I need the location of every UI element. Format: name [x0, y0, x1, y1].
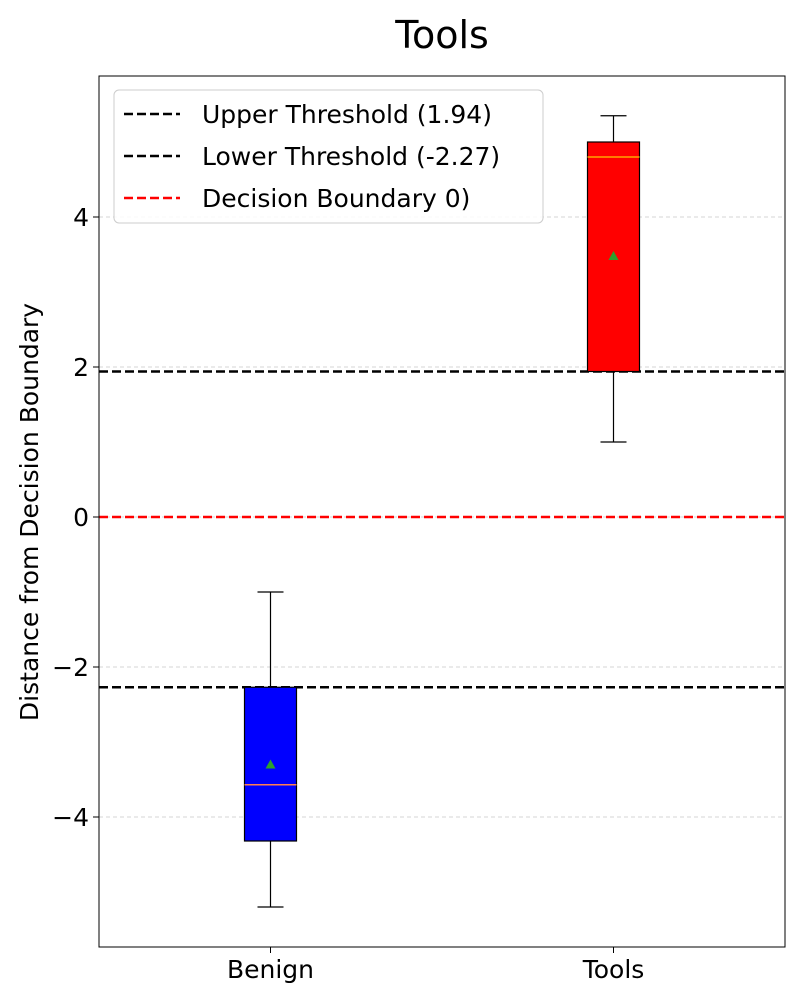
y-tick-label-1: −2 [52, 653, 89, 682]
box-tools [586, 115, 641, 443]
legend: Upper Threshold (1.94) Lower Threshold (-… [113, 89, 544, 224]
legend-label-2: Decision Boundary 0) [202, 184, 470, 213]
reference-lines [99, 370, 785, 689]
boxes [243, 115, 641, 908]
x-tick-label-1: Tools [582, 955, 645, 984]
y-tick-label-4: 4 [73, 203, 89, 232]
y-tick-label-2: 0 [73, 503, 89, 532]
y-axis-ticks: −4 −2 0 2 4 [52, 203, 99, 832]
y-tick-label-3: 2 [73, 353, 89, 382]
mean-marker [608, 251, 619, 260]
x-axis-ticks: Benign Tools [227, 947, 644, 984]
legend-frame [113, 89, 544, 224]
chart-title: Tools [394, 13, 489, 57]
box-benign [243, 591, 298, 908]
mean-marker [265, 759, 276, 769]
y-tick-label-0: −4 [52, 803, 89, 832]
legend-label-0: Upper Threshold (1.94) [202, 100, 492, 129]
legend-label-1: Lower Threshold (-2.27) [202, 142, 500, 171]
plot-frame [98, 75, 786, 948]
y-axis-label: Distance from Decision Boundary [15, 303, 44, 721]
x-tick-label-0: Benign [227, 955, 314, 984]
